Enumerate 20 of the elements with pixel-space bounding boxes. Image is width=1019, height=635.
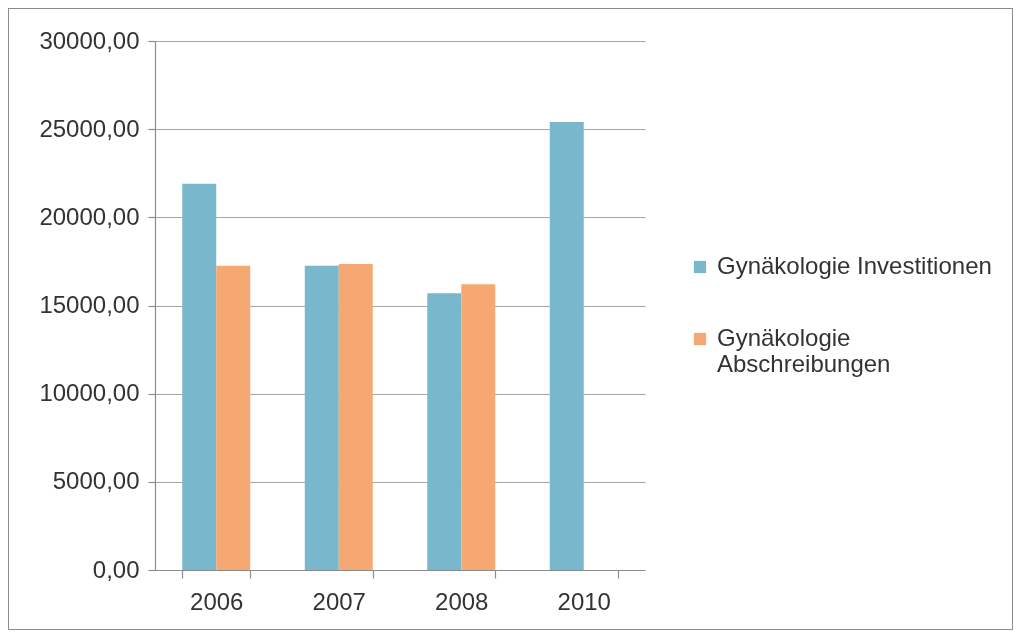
y-tick-label: 20000,00 [39, 202, 140, 230]
bar [549, 122, 584, 570]
x-tick-label: 2007 [312, 587, 366, 615]
y-tick-label: 30000,00 [39, 26, 140, 54]
bar [182, 183, 217, 570]
y-tick-label: 25000,00 [39, 114, 140, 142]
bar [338, 264, 373, 570]
bar [461, 284, 496, 570]
x-tick-label: 2008 [435, 587, 489, 615]
legend-label: Gynäkologie Investitionen [717, 252, 992, 279]
y-tick-label: 15000,00 [39, 291, 140, 318]
legend-label: Gynäkologie Abschreibungen [717, 324, 891, 377]
bar [304, 265, 339, 570]
bar [427, 293, 462, 570]
x-tick-label: 2006 [190, 587, 244, 615]
y-tick-label: 5000,00 [52, 467, 140, 495]
x-tick-label: 2010 [557, 587, 611, 615]
y-tick-label: 10000,00 [39, 379, 140, 407]
y-tick-label: 0,00 [92, 555, 140, 583]
bar [216, 265, 251, 570]
